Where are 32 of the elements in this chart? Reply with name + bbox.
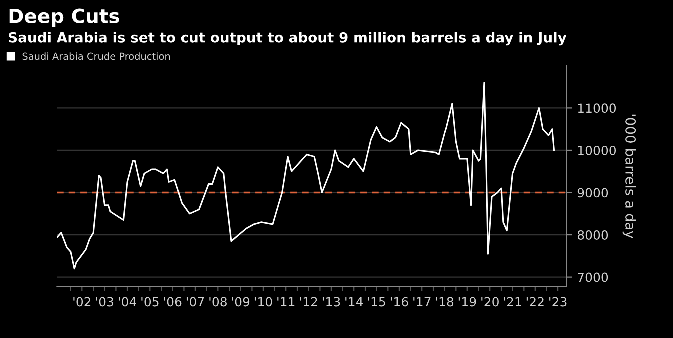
y-tick-label: 7000 xyxy=(578,272,608,282)
x-tick-label: '21 xyxy=(504,297,522,307)
x-tick-label: '04 xyxy=(119,297,136,307)
x-tick-label: '12 xyxy=(300,297,318,307)
x-tick-label: '03 xyxy=(96,297,114,307)
x-tick-label: '17 xyxy=(414,297,431,307)
x-tick-label: '11 xyxy=(278,297,295,307)
legend-label: Saudi Arabia Crude Production xyxy=(22,52,170,60)
chart-subtitle: Saudi Arabia is set to cut output to about 9 million barrels a day in July xyxy=(9,32,567,46)
x-tick-label: '13 xyxy=(322,297,340,307)
y-tick-label: 11000 xyxy=(578,104,616,114)
x-tick-label: '05 xyxy=(142,297,159,307)
x-tick-label: '19 xyxy=(458,297,476,307)
line-series xyxy=(57,82,556,270)
x-tick-label: '22 xyxy=(526,297,544,307)
x-tick-label: '06 xyxy=(164,297,182,307)
x-tick-label: '02 xyxy=(74,297,91,307)
x-tick-label: '18 xyxy=(436,297,454,307)
y-tick-label: 9000 xyxy=(578,188,608,198)
y-tick-label: 10000 xyxy=(578,146,616,156)
chart-title: Deep Cuts xyxy=(10,8,120,28)
x-tick-label: '20 xyxy=(482,297,499,307)
x-tick-label: '09 xyxy=(232,297,250,307)
x-tick-label: '14 xyxy=(346,297,364,307)
y-tick-label: 8000 xyxy=(578,230,608,240)
x-tick-label: '15 xyxy=(368,297,386,307)
x-tick-label: '07 xyxy=(186,297,204,307)
x-tick-label: '10 xyxy=(254,297,272,307)
x-tick-label: '23 xyxy=(550,297,567,307)
x-tick-label: '16 xyxy=(390,297,408,307)
y-axis-title: '000 barrels a day xyxy=(622,114,636,239)
x-tick-label: '08 xyxy=(210,297,227,307)
